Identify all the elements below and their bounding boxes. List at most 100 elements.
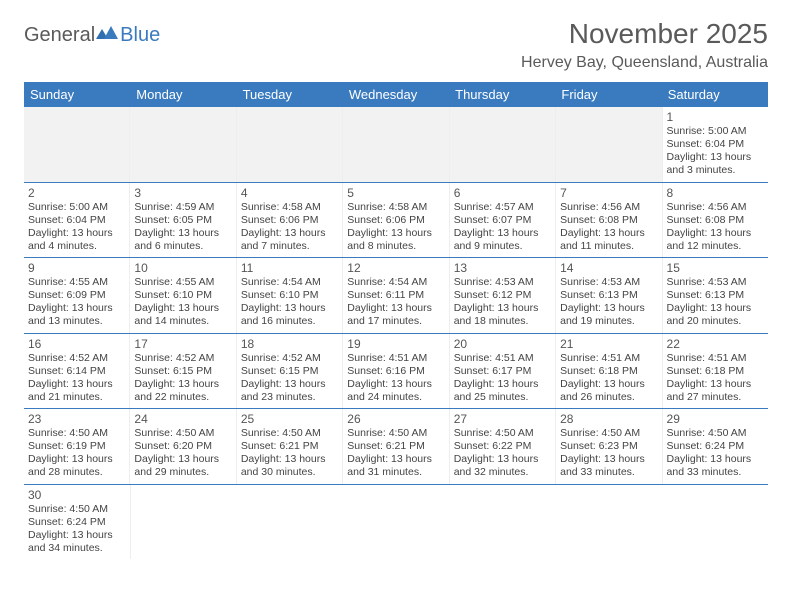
day-cell: 4Sunrise: 4:58 AMSunset: 6:06 PMDaylight… (237, 183, 343, 258)
logo-text-general: General (24, 24, 95, 47)
day-header: Saturday (662, 82, 768, 107)
day-sunset: Sunset: 6:13 PM (667, 289, 764, 302)
day-cell: 16Sunrise: 4:52 AMSunset: 6:14 PMDayligh… (24, 334, 130, 409)
day-sunrise: Sunrise: 4:50 AM (28, 503, 126, 516)
day-sunset: Sunset: 6:14 PM (28, 365, 125, 378)
day-sunset: Sunset: 6:23 PM (560, 440, 657, 453)
day-daylight1: Daylight: 13 hours (28, 227, 125, 240)
day-daylight2: and 6 minutes. (134, 240, 231, 253)
day-daylight2: and 12 minutes. (667, 240, 764, 253)
day-daylight2: and 26 minutes. (560, 391, 657, 404)
day-sunrise: Sunrise: 4:54 AM (347, 276, 444, 289)
day-sunset: Sunset: 6:18 PM (667, 365, 764, 378)
day-header: Sunday (24, 82, 130, 107)
day-sunrise: Sunrise: 4:58 AM (241, 201, 338, 214)
day-daylight1: Daylight: 13 hours (667, 378, 764, 391)
day-sunset: Sunset: 6:10 PM (134, 289, 231, 302)
day-sunset: Sunset: 6:17 PM (454, 365, 551, 378)
day-sunset: Sunset: 6:11 PM (347, 289, 444, 302)
day-cell: 22Sunrise: 4:51 AMSunset: 6:18 PMDayligh… (663, 334, 768, 409)
day-sunset: Sunset: 6:19 PM (28, 440, 125, 453)
day-number: 15 (667, 261, 764, 275)
day-number: 30 (28, 488, 126, 502)
day-daylight1: Daylight: 13 hours (241, 227, 338, 240)
day-number: 20 (454, 337, 551, 351)
day-sunset: Sunset: 6:06 PM (347, 214, 444, 227)
day-cell: 14Sunrise: 4:53 AMSunset: 6:13 PMDayligh… (556, 258, 662, 333)
day-cell (237, 107, 343, 182)
calendar-page: General Blue November 2025 Hervey Bay, Q… (0, 0, 792, 577)
day-sunset: Sunset: 6:09 PM (28, 289, 125, 302)
logo-text-blue: Blue (120, 24, 160, 47)
day-sunrise: Sunrise: 5:00 AM (28, 201, 125, 214)
day-daylight1: Daylight: 13 hours (134, 453, 231, 466)
day-number: 25 (241, 412, 338, 426)
day-number: 8 (667, 186, 764, 200)
day-sunset: Sunset: 6:12 PM (454, 289, 551, 302)
day-header: Friday (555, 82, 661, 107)
day-daylight2: and 14 minutes. (134, 315, 231, 328)
day-number: 10 (134, 261, 231, 275)
day-cell: 28Sunrise: 4:50 AMSunset: 6:23 PMDayligh… (556, 409, 662, 484)
day-cell (130, 107, 236, 182)
day-cell (343, 107, 449, 182)
day-number: 11 (241, 261, 338, 275)
day-daylight1: Daylight: 13 hours (667, 302, 764, 315)
day-sunset: Sunset: 6:22 PM (454, 440, 551, 453)
day-cell: 21Sunrise: 4:51 AMSunset: 6:18 PMDayligh… (556, 334, 662, 409)
day-cell: 23Sunrise: 4:50 AMSunset: 6:19 PMDayligh… (24, 409, 130, 484)
day-cell: 27Sunrise: 4:50 AMSunset: 6:22 PMDayligh… (450, 409, 556, 484)
day-cell (24, 107, 130, 182)
day-number: 27 (454, 412, 551, 426)
day-daylight2: and 27 minutes. (667, 391, 764, 404)
day-header-row: Sunday Monday Tuesday Wednesday Thursday… (24, 82, 768, 107)
day-daylight2: and 8 minutes. (347, 240, 444, 253)
day-cell: 8Sunrise: 4:56 AMSunset: 6:08 PMDaylight… (663, 183, 768, 258)
day-daylight2: and 29 minutes. (134, 466, 231, 479)
day-daylight1: Daylight: 13 hours (667, 453, 764, 466)
day-sunset: Sunset: 6:04 PM (667, 138, 764, 151)
day-daylight2: and 30 minutes. (241, 466, 338, 479)
day-sunrise: Sunrise: 4:52 AM (28, 352, 125, 365)
day-sunrise: Sunrise: 4:51 AM (667, 352, 764, 365)
day-cell: 15Sunrise: 4:53 AMSunset: 6:13 PMDayligh… (663, 258, 768, 333)
week-row: 16Sunrise: 4:52 AMSunset: 6:14 PMDayligh… (24, 334, 768, 410)
day-sunrise: Sunrise: 4:53 AM (560, 276, 657, 289)
logo: General Blue (24, 18, 160, 47)
day-sunrise: Sunrise: 4:50 AM (560, 427, 657, 440)
day-cell: 1Sunrise: 5:00 AMSunset: 6:04 PMDaylight… (663, 107, 768, 182)
day-daylight2: and 25 minutes. (454, 391, 551, 404)
day-sunset: Sunset: 6:08 PM (560, 214, 657, 227)
day-number: 29 (667, 412, 764, 426)
day-sunset: Sunset: 6:21 PM (241, 440, 338, 453)
week-row: 1Sunrise: 5:00 AMSunset: 6:04 PMDaylight… (24, 107, 768, 183)
day-number: 7 (560, 186, 657, 200)
day-daylight2: and 22 minutes. (134, 391, 231, 404)
day-cell: 2Sunrise: 5:00 AMSunset: 6:04 PMDaylight… (24, 183, 130, 258)
day-daylight2: and 32 minutes. (454, 466, 551, 479)
title-block: November 2025 Hervey Bay, Queensland, Au… (521, 18, 768, 72)
day-daylight1: Daylight: 13 hours (347, 227, 444, 240)
day-daylight1: Daylight: 13 hours (28, 378, 125, 391)
day-cell: 19Sunrise: 4:51 AMSunset: 6:16 PMDayligh… (343, 334, 449, 409)
day-daylight2: and 18 minutes. (454, 315, 551, 328)
day-number: 16 (28, 337, 125, 351)
day-sunset: Sunset: 6:16 PM (347, 365, 444, 378)
day-sunset: Sunset: 6:20 PM (134, 440, 231, 453)
day-sunrise: Sunrise: 4:58 AM (347, 201, 444, 214)
day-daylight2: and 33 minutes. (560, 466, 657, 479)
day-cell (131, 485, 237, 560)
day-daylight2: and 4 minutes. (28, 240, 125, 253)
day-sunrise: Sunrise: 4:53 AM (454, 276, 551, 289)
day-cell: 12Sunrise: 4:54 AMSunset: 6:11 PMDayligh… (343, 258, 449, 333)
day-number: 26 (347, 412, 444, 426)
day-number: 24 (134, 412, 231, 426)
day-cell: 25Sunrise: 4:50 AMSunset: 6:21 PMDayligh… (237, 409, 343, 484)
day-sunrise: Sunrise: 4:56 AM (667, 201, 764, 214)
day-daylight1: Daylight: 13 hours (454, 453, 551, 466)
day-daylight2: and 23 minutes. (241, 391, 338, 404)
day-daylight2: and 11 minutes. (560, 240, 657, 253)
day-sunset: Sunset: 6:21 PM (347, 440, 444, 453)
day-sunrise: Sunrise: 4:55 AM (134, 276, 231, 289)
day-sunset: Sunset: 6:15 PM (134, 365, 231, 378)
